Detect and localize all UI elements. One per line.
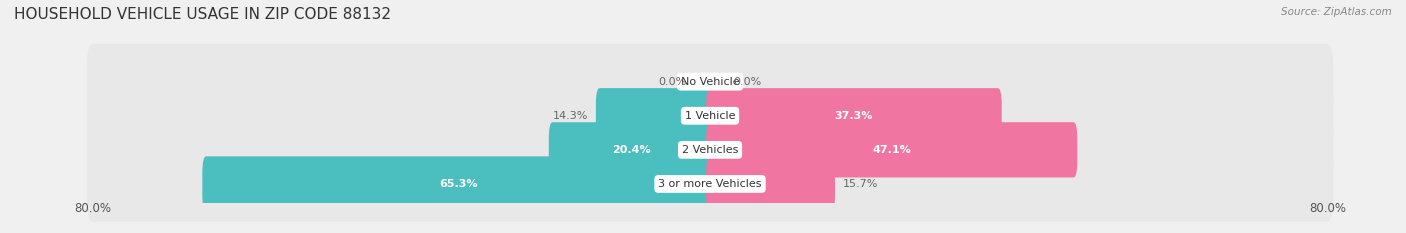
Text: 80.0%: 80.0% [1309, 202, 1346, 215]
Text: 0.0%: 0.0% [658, 77, 688, 87]
Text: 15.7%: 15.7% [842, 179, 879, 189]
FancyBboxPatch shape [706, 156, 835, 212]
Text: 47.1%: 47.1% [872, 145, 911, 155]
Text: 14.3%: 14.3% [553, 111, 588, 121]
Text: 3 or more Vehicles: 3 or more Vehicles [658, 179, 762, 189]
Text: 65.3%: 65.3% [439, 179, 478, 189]
FancyBboxPatch shape [87, 112, 1333, 188]
Text: HOUSEHOLD VEHICLE USAGE IN ZIP CODE 88132: HOUSEHOLD VEHICLE USAGE IN ZIP CODE 8813… [14, 7, 391, 22]
FancyBboxPatch shape [548, 122, 714, 178]
Text: 0.0%: 0.0% [733, 77, 762, 87]
Text: 20.4%: 20.4% [612, 145, 651, 155]
Text: Source: ZipAtlas.com: Source: ZipAtlas.com [1281, 7, 1392, 17]
FancyBboxPatch shape [706, 88, 1001, 143]
Text: No Vehicle: No Vehicle [681, 77, 740, 87]
FancyBboxPatch shape [87, 44, 1333, 120]
Text: 37.3%: 37.3% [835, 111, 873, 121]
Text: 2 Vehicles: 2 Vehicles [682, 145, 738, 155]
FancyBboxPatch shape [87, 146, 1333, 222]
Text: 80.0%: 80.0% [75, 202, 111, 215]
FancyBboxPatch shape [706, 122, 1077, 178]
FancyBboxPatch shape [202, 156, 714, 212]
Text: 1 Vehicle: 1 Vehicle [685, 111, 735, 121]
FancyBboxPatch shape [87, 78, 1333, 154]
FancyBboxPatch shape [596, 88, 714, 143]
